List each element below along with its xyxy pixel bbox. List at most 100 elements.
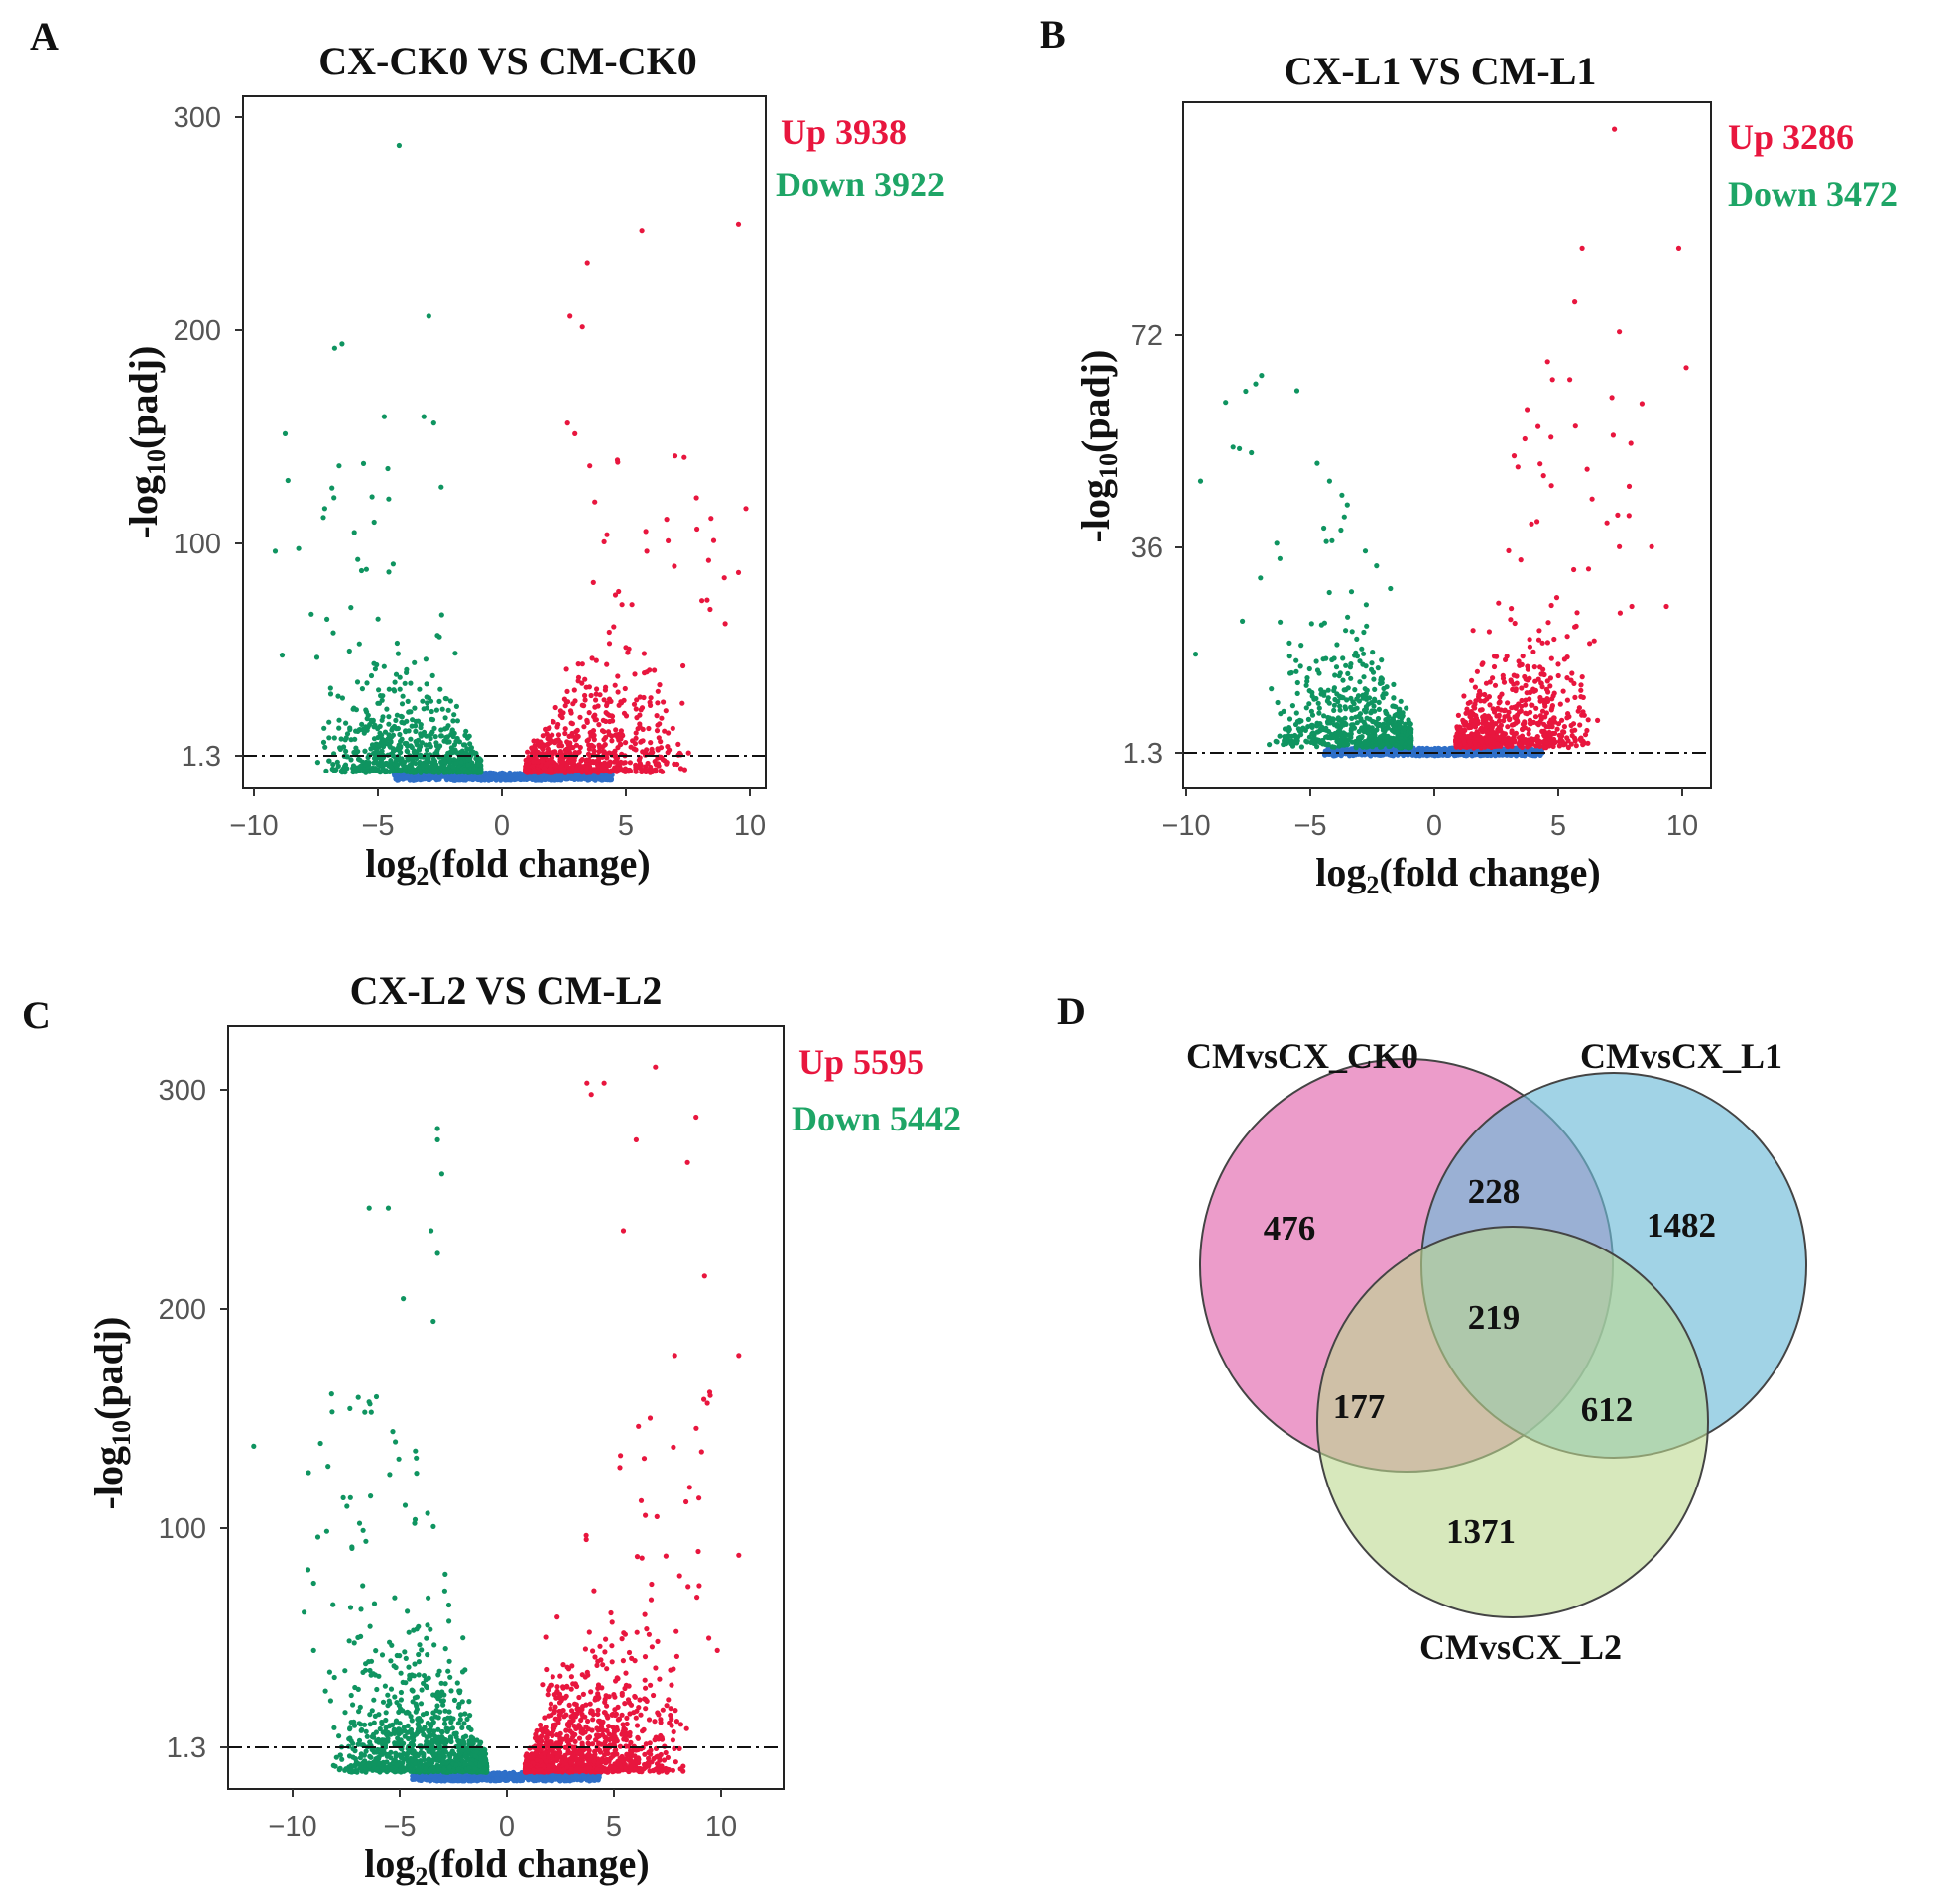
data-point-tail-down-b-24 xyxy=(1308,621,1314,627)
data-point-up-a-1416 xyxy=(615,745,621,751)
data-point-up-a-305 xyxy=(670,725,675,732)
data-point-down-b-757 xyxy=(1309,722,1315,728)
data-point-down-b-1084 xyxy=(1354,705,1360,711)
data-point-outlier-a-9 xyxy=(321,506,327,512)
data-point-ns-a-686 xyxy=(407,774,414,779)
data-point-outlier-a-6 xyxy=(421,414,427,419)
data-point-up-b-1069 xyxy=(1472,705,1478,711)
data-point-down-a-804 xyxy=(353,728,359,734)
data-point-down-b-971 xyxy=(1303,705,1309,711)
data-point-down-b-1335 xyxy=(1343,687,1349,693)
data-point-up-a-449 xyxy=(564,688,570,695)
data-point-down-b-66 xyxy=(1278,711,1284,717)
data-point-up-b-1346 xyxy=(1512,620,1518,627)
data-point-down-b-1333 xyxy=(1405,732,1410,738)
data-point-up-a-1153 xyxy=(591,748,597,754)
y-axis-label-a: -log10(padj) xyxy=(121,346,171,539)
data-point-down-a-1083 xyxy=(447,698,453,704)
data-point-down-a-1433 xyxy=(360,759,366,765)
data-point-down-a-1482 xyxy=(405,757,412,763)
data-point-tail-up-b-22 xyxy=(1496,600,1502,606)
data-point-up-a-1571 xyxy=(560,760,566,766)
data-point-down-a-24 xyxy=(425,700,430,706)
data-point-up-a-1117 xyxy=(544,731,550,737)
data-point-down-b-1268 xyxy=(1352,687,1358,693)
data-point-down-a-710 xyxy=(348,737,354,743)
data-point-up-a-338 xyxy=(615,689,621,695)
data-point-down-a-491 xyxy=(412,705,418,711)
chart-title-a: CX-CK0 VS CM-CK0 xyxy=(318,39,696,83)
data-point-down-a-646 xyxy=(359,686,365,692)
data-point-down-a-908 xyxy=(444,725,450,731)
data-point-down-a-557 xyxy=(428,736,433,742)
data-point-up-a-1116 xyxy=(627,768,634,774)
data-point-tail-up-b-44 xyxy=(1610,432,1616,438)
data-point-down-a-1405 xyxy=(438,733,444,739)
data-point-up-b-1094 xyxy=(1552,739,1558,745)
data-point-down-a-1294 xyxy=(380,744,387,750)
data-point-down-a-1245 xyxy=(388,758,394,764)
data-point-up-b-1095 xyxy=(1585,740,1591,746)
data-point-tail-up-b-28 xyxy=(1628,440,1634,446)
data-point-up-a-1449 xyxy=(637,761,644,767)
data-point-down-a-1099 xyxy=(429,760,436,766)
data-point-down-b-1256 xyxy=(1331,734,1337,741)
data-point-down-b-1189 xyxy=(1356,728,1362,735)
data-point-outlier-b-7 xyxy=(1544,359,1550,365)
data-point-down-b-1091 xyxy=(1393,704,1399,710)
data-point-down-b-1144 xyxy=(1369,728,1375,734)
data-point-up-a-232 xyxy=(646,725,652,732)
data-point-up-b-893 xyxy=(1504,654,1510,659)
data-point-down-b-239 xyxy=(1331,655,1337,661)
data-point-down-b-1242 xyxy=(1348,675,1354,681)
data-point-tail-down-b-31 xyxy=(1388,585,1394,592)
data-point-down-b-1003 xyxy=(1357,679,1363,685)
data-point-up-b-156 xyxy=(1553,595,1560,601)
data-point-down-b-1083 xyxy=(1298,643,1304,649)
data-point-up-a-703 xyxy=(615,673,621,679)
data-point-up-b-432 xyxy=(1501,679,1508,685)
data-point-up-b-1275 xyxy=(1483,722,1489,728)
data-point-up-a-124 xyxy=(655,722,661,728)
data-point-down-b-1263 xyxy=(1361,651,1367,656)
data-point-down-b-1178 xyxy=(1380,693,1386,699)
data-point-tail-down-b-3 xyxy=(1249,449,1255,456)
data-point-up-a-1409 xyxy=(568,720,574,726)
data-point-outlier-b-3 xyxy=(1572,299,1578,305)
data-point-tail-up-a-35 xyxy=(694,526,700,533)
data-point-ns-a-683 xyxy=(397,776,403,782)
data-point-down-a-1261 xyxy=(450,764,456,771)
data-point-outlier-a-13 xyxy=(584,260,590,266)
data-point-up-b-339 xyxy=(1455,712,1461,719)
data-point-down-b-1132 xyxy=(1325,687,1331,693)
data-point-up-b-1323 xyxy=(1489,737,1495,743)
data-point-down-a-1489 xyxy=(394,726,400,732)
data-point-up-a-1084 xyxy=(544,742,550,748)
data-point-down-b-271 xyxy=(1376,706,1382,713)
data-point-outlier-a-2 xyxy=(331,345,337,351)
data-point-up-b-246 xyxy=(1544,640,1550,646)
legend-down-b: Down 3472 xyxy=(1728,175,1898,214)
data-point-down-b-708 xyxy=(1316,705,1322,711)
data-point-up-b-1137 xyxy=(1513,686,1519,692)
data-point-down-a-1432 xyxy=(446,739,452,745)
data-point-up-a-1039 xyxy=(654,713,660,719)
data-point-up-b-632 xyxy=(1533,705,1539,711)
data-point-down-b-700 xyxy=(1343,721,1349,728)
data-point-down-a-14 xyxy=(346,648,352,654)
data-point-up-a-1535 xyxy=(558,766,564,772)
data-point-down-a-1345 xyxy=(444,734,450,740)
data-point-up-b-1295 xyxy=(1495,741,1501,748)
data-point-up-a-1194 xyxy=(655,747,661,753)
data-point-down-a-108 xyxy=(393,671,400,677)
data-point-down-a-1530 xyxy=(477,768,483,774)
data-point-outlier-b-12 xyxy=(1604,520,1610,526)
data-point-down-a-1533 xyxy=(399,714,405,720)
data-point-up-a-1252 xyxy=(685,750,691,756)
data-point-outlier-b-8 xyxy=(1549,377,1555,383)
data-point-outlier-b-6 xyxy=(1609,395,1615,401)
data-point-down-b-867 xyxy=(1406,717,1411,723)
data-point-up-a-1393 xyxy=(610,750,616,757)
data-point-up-a-1313 xyxy=(582,697,588,703)
data-point-down-b-47 xyxy=(1286,640,1292,647)
